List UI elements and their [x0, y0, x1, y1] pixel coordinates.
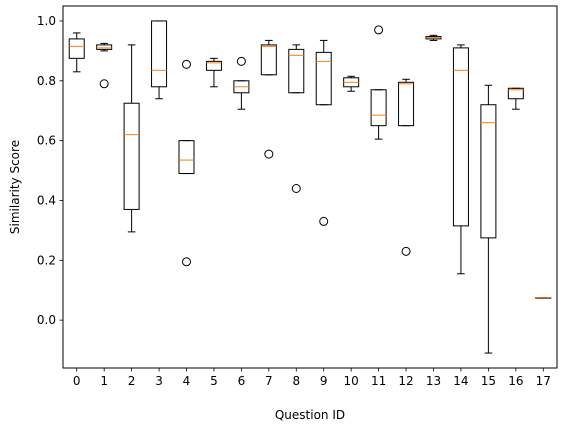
outlier-point [374, 25, 384, 35]
box-iqr [315, 51, 332, 106]
x-tick-label: 5 [210, 374, 218, 388]
outlier-point [291, 183, 301, 193]
box-iqr [370, 89, 387, 127]
x-tick-label: 4 [183, 374, 191, 388]
box-q0 [68, 32, 85, 73]
box-q3 [151, 20, 168, 100]
x-tick-label: 6 [238, 374, 246, 388]
box-q16 [507, 87, 524, 110]
x-tick-label: 11 [371, 374, 386, 388]
y-tick-label: 0.2 [37, 253, 56, 267]
x-tick-label: 10 [344, 374, 359, 388]
x-tick-label: 2 [128, 374, 136, 388]
x-tick-label: 13 [426, 374, 441, 388]
plot-area-background [63, 6, 557, 368]
outlier-point [401, 246, 411, 256]
box-iqr [205, 60, 222, 71]
x-tick-label: 1 [100, 374, 108, 388]
y-tick-label: 0.0 [37, 313, 56, 327]
x-tick-label: 17 [536, 374, 551, 388]
boxes-layer [68, 20, 552, 354]
x-tick-label: 16 [508, 374, 523, 388]
box-q7 [260, 39, 277, 159]
box-iqr [123, 102, 140, 210]
x-tick-label: 9 [320, 374, 328, 388]
x-tick-label: 3 [155, 374, 163, 388]
box-iqr [178, 140, 195, 175]
x-tick-label: 7 [265, 374, 273, 388]
box-q4 [178, 59, 195, 267]
box-iqr [288, 48, 305, 94]
x-axis-title: Question ID [275, 408, 345, 422]
box-q12 [398, 78, 415, 256]
box-q5 [205, 57, 222, 88]
plot-frame [62, 5, 558, 369]
box-q13 [425, 34, 442, 41]
box-q14 [452, 44, 469, 275]
box-iqr [96, 44, 113, 50]
x-tick-label: 12 [398, 374, 413, 388]
y-tick-label: 0.8 [37, 74, 56, 88]
outlier-point [99, 79, 109, 89]
outlier-point [182, 59, 191, 69]
x-tick-label: 14 [453, 374, 468, 388]
outlier-point [236, 56, 246, 66]
box-iqr [260, 44, 277, 76]
box-q9 [315, 39, 332, 226]
y-tick-label: 0.4 [37, 193, 56, 207]
box-iqr [151, 20, 168, 88]
x-tick-label: 0 [73, 374, 81, 388]
outlier-point [319, 216, 329, 226]
box-q2 [123, 44, 140, 233]
box-iqr [452, 47, 469, 227]
box-q17 [535, 297, 552, 299]
x-tick-label: 8 [292, 374, 300, 388]
y-tick-label: 1.0 [37, 14, 56, 28]
box-q8 [288, 44, 305, 193]
box-iqr [507, 87, 524, 100]
ticks-layer: 0 1 2 3 4 5 6 7 8 9 10 11 12 13 14 15 16 170.00.20.40.60.… [37, 14, 551, 388]
box-iqr [398, 81, 415, 127]
box-iqr [480, 104, 497, 239]
y-axis-title: Similarity Score [8, 140, 22, 234]
box-q10 [343, 75, 360, 92]
outlier-point [264, 149, 274, 159]
box-q11 [370, 25, 387, 140]
outlier-point [182, 257, 191, 267]
box-q6 [233, 56, 250, 110]
box-iqr [68, 38, 85, 59]
x-tick-label: 15 [481, 374, 496, 388]
y-tick-label: 0.6 [37, 134, 56, 148]
box-q15 [480, 84, 497, 354]
box-q1 [96, 42, 113, 89]
